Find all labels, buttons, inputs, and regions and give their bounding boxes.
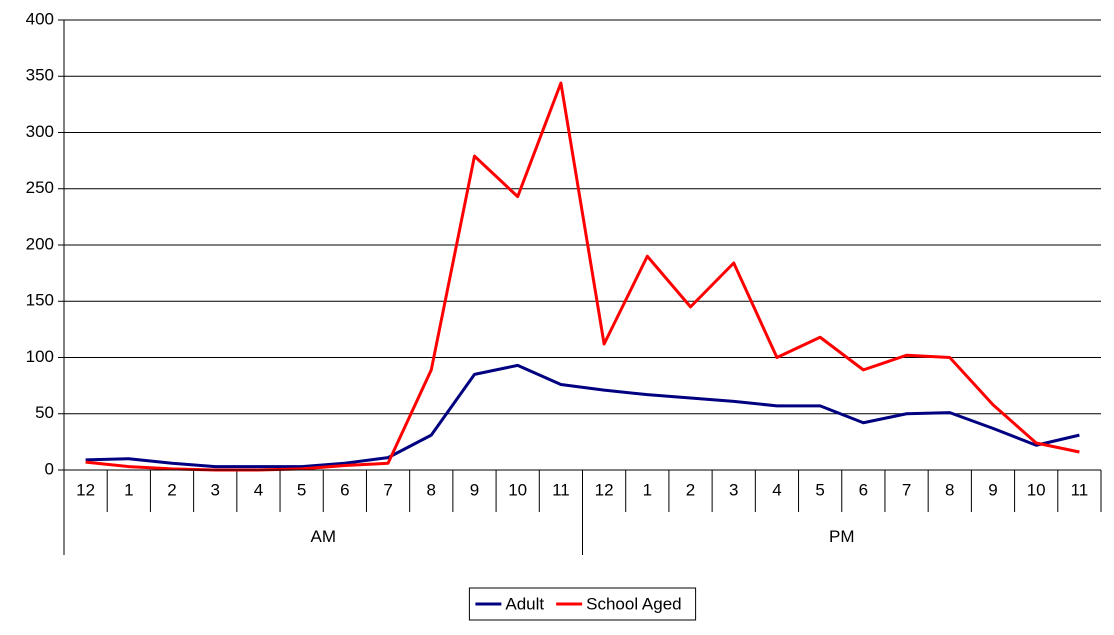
x-tick-label: 2: [167, 480, 176, 499]
x-tick-label: 4: [254, 480, 263, 499]
x-tick-label: 5: [815, 480, 824, 499]
y-tick-label: 300: [26, 122, 54, 141]
x-tick-label: 4: [772, 480, 781, 499]
y-tick-label: 50: [35, 403, 54, 422]
legend-box: [468, 587, 697, 621]
group-label: AM: [311, 527, 337, 546]
x-tick-label: 9: [988, 480, 997, 499]
x-tick-label: 3: [210, 480, 219, 499]
x-tick-label: 12: [595, 480, 614, 499]
y-tick-label: 350: [26, 66, 54, 85]
x-tick-label: 5: [297, 480, 306, 499]
x-tick-label: 8: [945, 480, 954, 499]
y-tick-label: 200: [26, 234, 54, 253]
x-tick-label: 10: [508, 480, 527, 499]
x-tick-label: 8: [427, 480, 436, 499]
x-tick-label: 7: [383, 480, 392, 499]
x-tick-label: 2: [686, 480, 695, 499]
series-line: [85, 363, 1080, 469]
y-tick-label: 250: [26, 178, 54, 197]
x-tick-label: 1: [643, 480, 652, 499]
legend-label: Adult: [505, 594, 544, 613]
x-tick-label: 6: [340, 480, 349, 499]
x-tick-label: 3: [729, 480, 738, 499]
x-tick-label: 6: [859, 480, 868, 499]
group-label: PM: [829, 527, 855, 546]
x-tick-label: 7: [902, 480, 911, 499]
x-tick-label: 11: [552, 480, 570, 499]
y-tick-label: 400: [26, 9, 54, 28]
x-tick-label: 12: [76, 480, 95, 499]
y-tick-label: 150: [26, 291, 54, 310]
y-tick-label: 0: [45, 459, 54, 478]
legend-label: School Aged: [586, 594, 681, 613]
legend: Adult School Aged: [468, 587, 697, 621]
y-tick-label: 100: [26, 347, 54, 366]
x-tick-label: 11: [1071, 480, 1089, 499]
x-tick-label: 9: [470, 480, 479, 499]
x-tick-label: 1: [124, 480, 133, 499]
x-tick-label: 10: [1027, 480, 1046, 499]
